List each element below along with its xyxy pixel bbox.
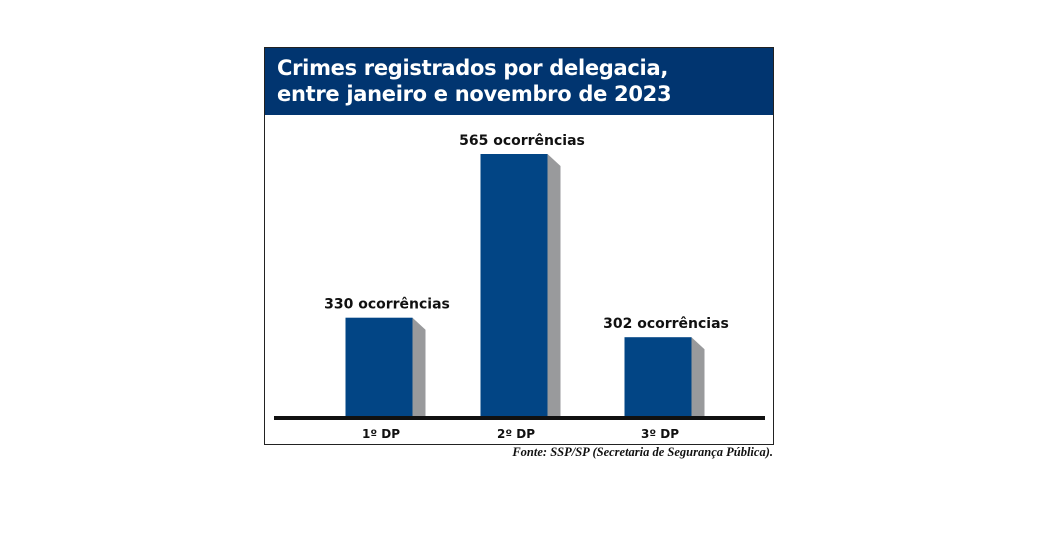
x-axis-line — [274, 416, 765, 420]
chart-header: Crimes registrados por delegacia, entre … — [265, 48, 773, 115]
bar-shadow — [691, 337, 705, 418]
category-label: 2º DP — [497, 427, 535, 441]
category-label: 1º DP — [362, 427, 400, 441]
chart-title: Crimes registrados por delegacia, — [277, 56, 669, 80]
data-label: 330 ocorrências — [324, 297, 450, 313]
bar-shadow — [547, 154, 561, 418]
bar-shadow — [412, 317, 426, 418]
data-label: 302 ocorrências — [603, 316, 729, 332]
source-note: Fonte: SSP/SP (Secretaria de Segurança P… — [512, 445, 773, 459]
bar — [480, 154, 548, 418]
bar — [345, 317, 413, 418]
bar — [624, 337, 692, 418]
category-label: 3º DP — [641, 427, 679, 441]
chart-subtitle: entre janeiro e novembro de 2023 — [277, 82, 672, 106]
data-label: 565 ocorrências — [459, 133, 585, 149]
